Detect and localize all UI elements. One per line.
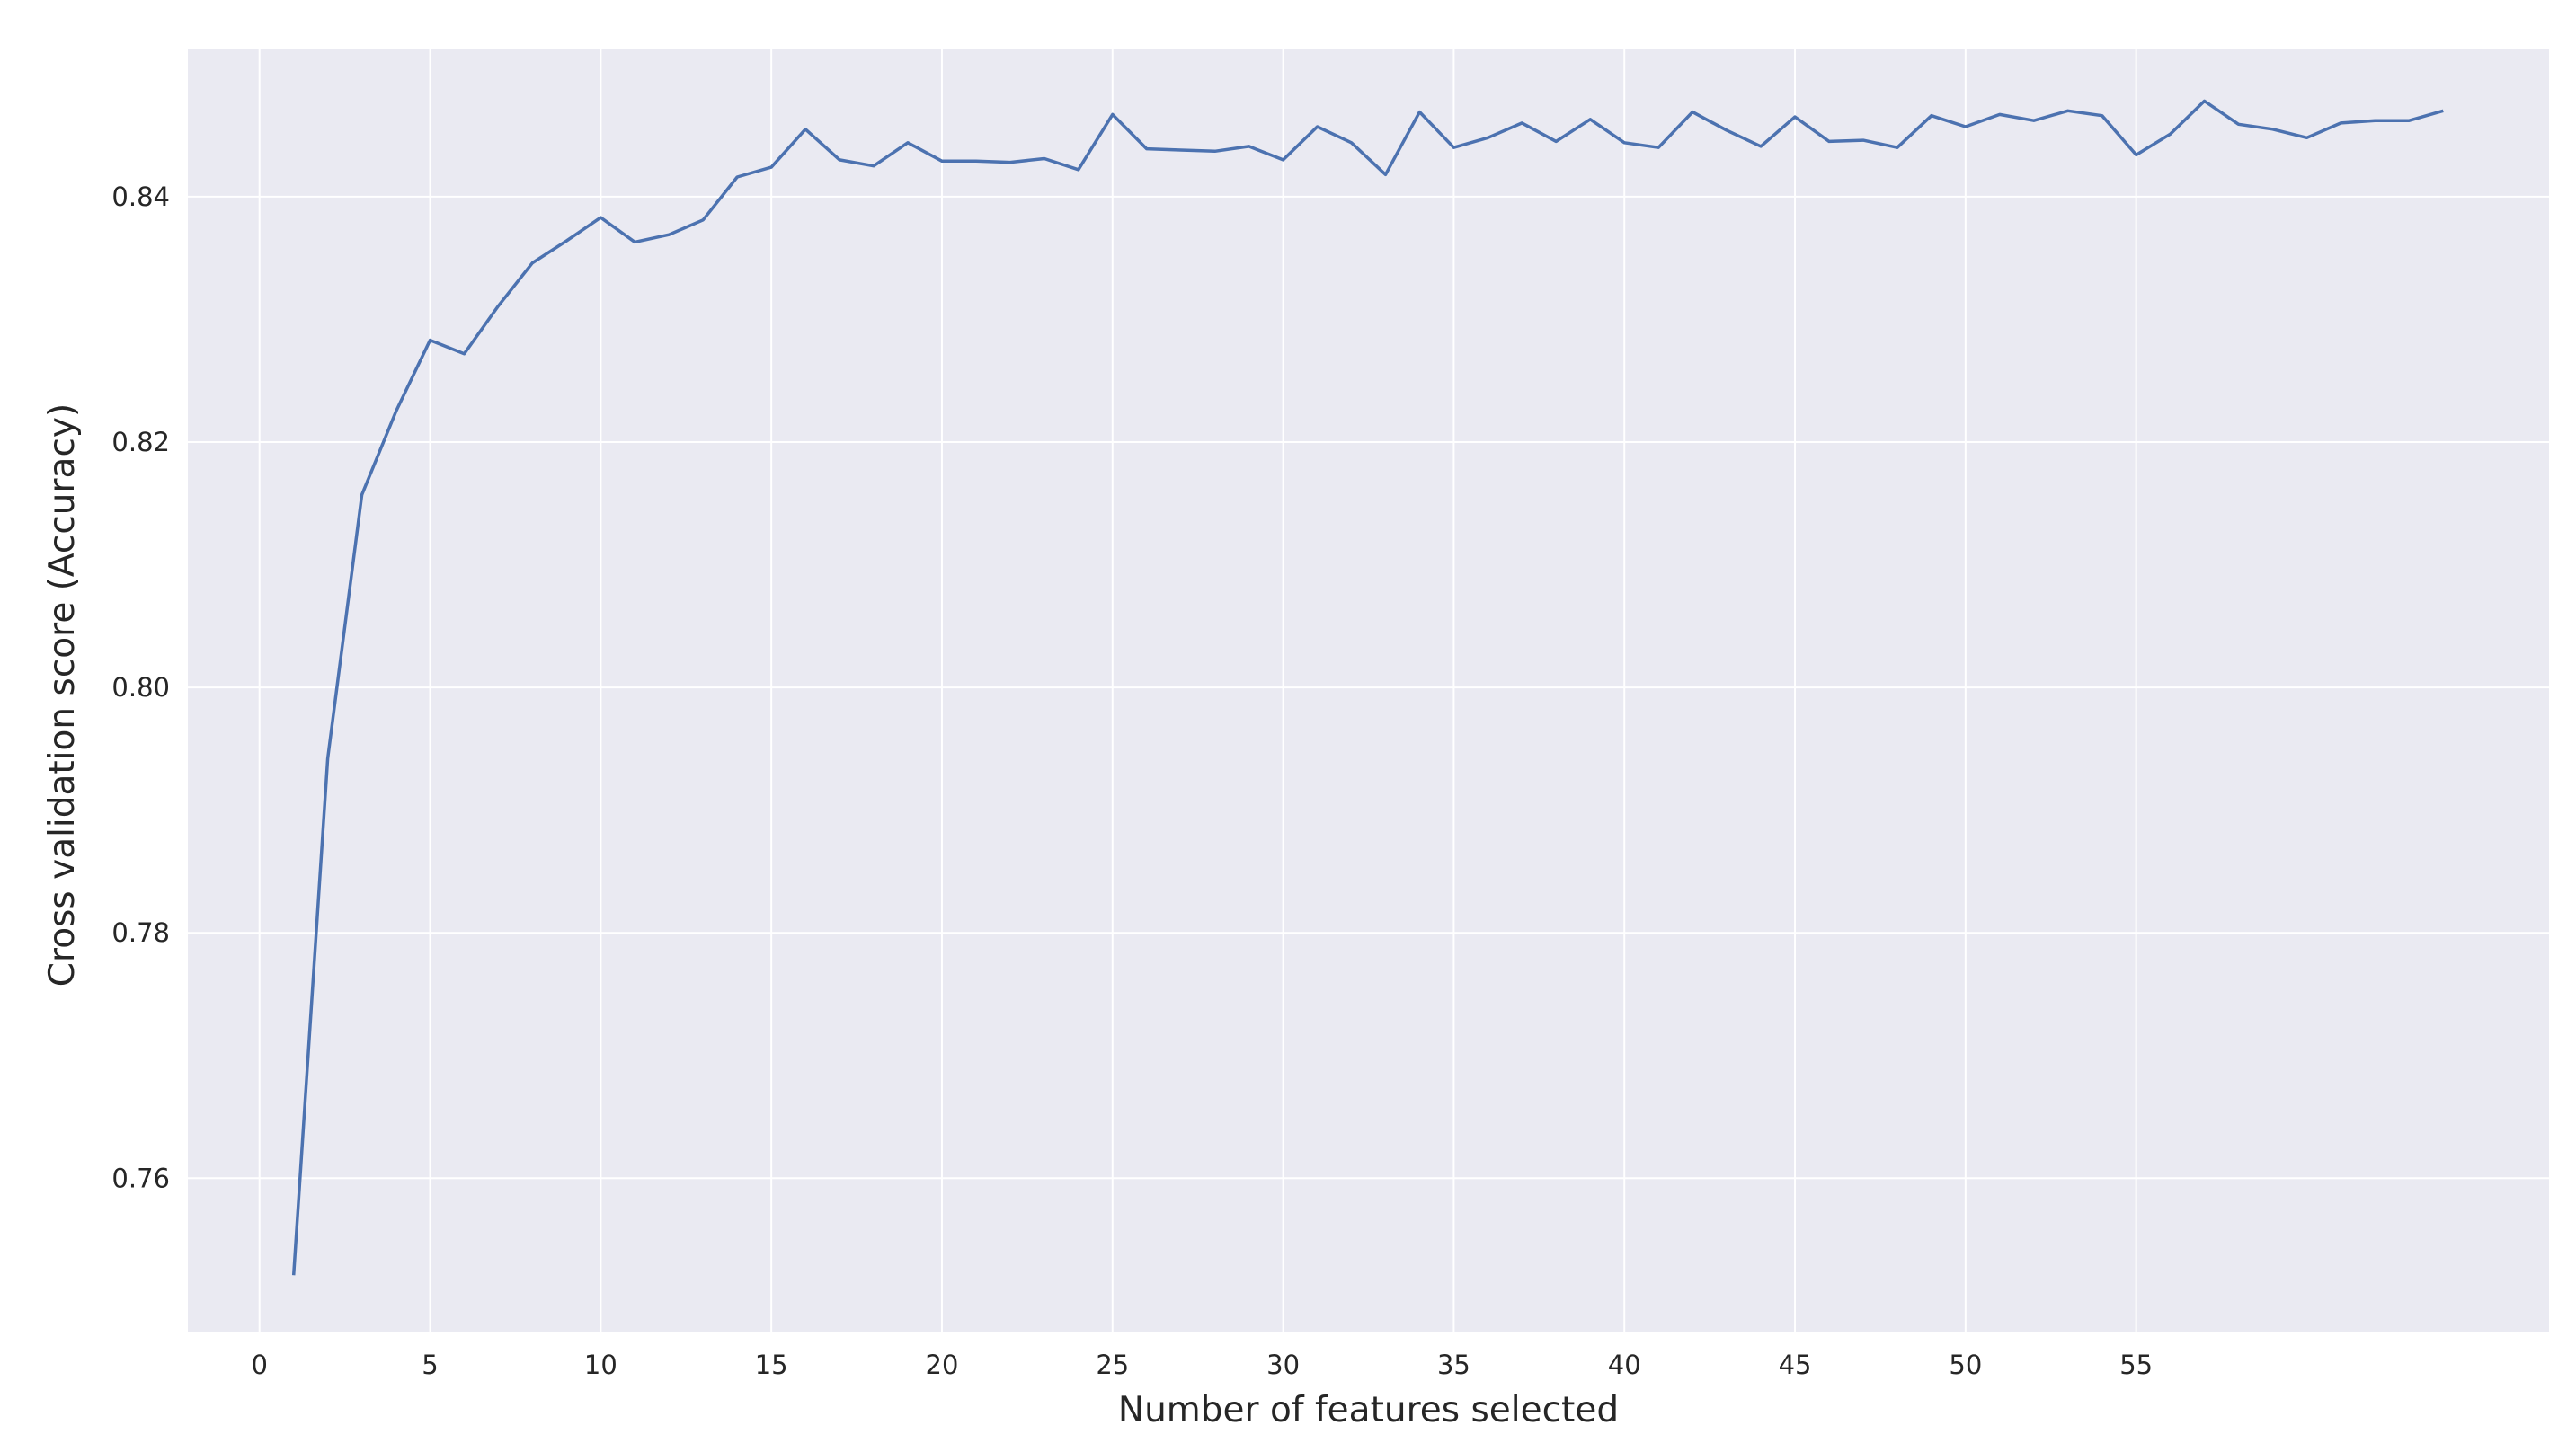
y-tick-label: 0.76	[111, 1163, 170, 1193]
y-tick-label: 0.84	[111, 182, 170, 212]
x-tick-label: 0	[251, 1350, 267, 1380]
y-tick-label: 0.78	[111, 917, 170, 948]
x-tick-label: 5	[422, 1350, 438, 1380]
x-tick-label: 20	[926, 1350, 959, 1380]
x-tick-label: 50	[1949, 1350, 1982, 1380]
y-tick-label: 0.82	[111, 427, 170, 457]
y-tick-labels: 0.76 0.78 0.80 0.82 0.84	[111, 182, 170, 1193]
y-axis-label: Cross validation score (Accuracy)	[42, 403, 83, 987]
cv-score-line	[291, 99, 2444, 1276]
y-tick-label: 0.80	[111, 672, 170, 703]
x-tick-labels: 0 5 10 15 20 25 30 35 40 45 50 55	[251, 1350, 2153, 1380]
x-tick-label: 55	[2119, 1350, 2153, 1380]
x-tick-label: 45	[1779, 1350, 1812, 1380]
plot-background	[188, 49, 2549, 1332]
x-axis-label: Number of features selected	[1118, 1390, 1619, 1430]
gridlines	[188, 49, 2549, 1332]
x-tick-label: 40	[1608, 1350, 1641, 1380]
x-tick-label: 35	[1437, 1350, 1470, 1380]
x-tick-label: 15	[755, 1350, 788, 1380]
x-tick-label: 30	[1266, 1350, 1300, 1380]
x-tick-label: 10	[584, 1350, 617, 1380]
x-tick-label: 25	[1096, 1350, 1129, 1380]
